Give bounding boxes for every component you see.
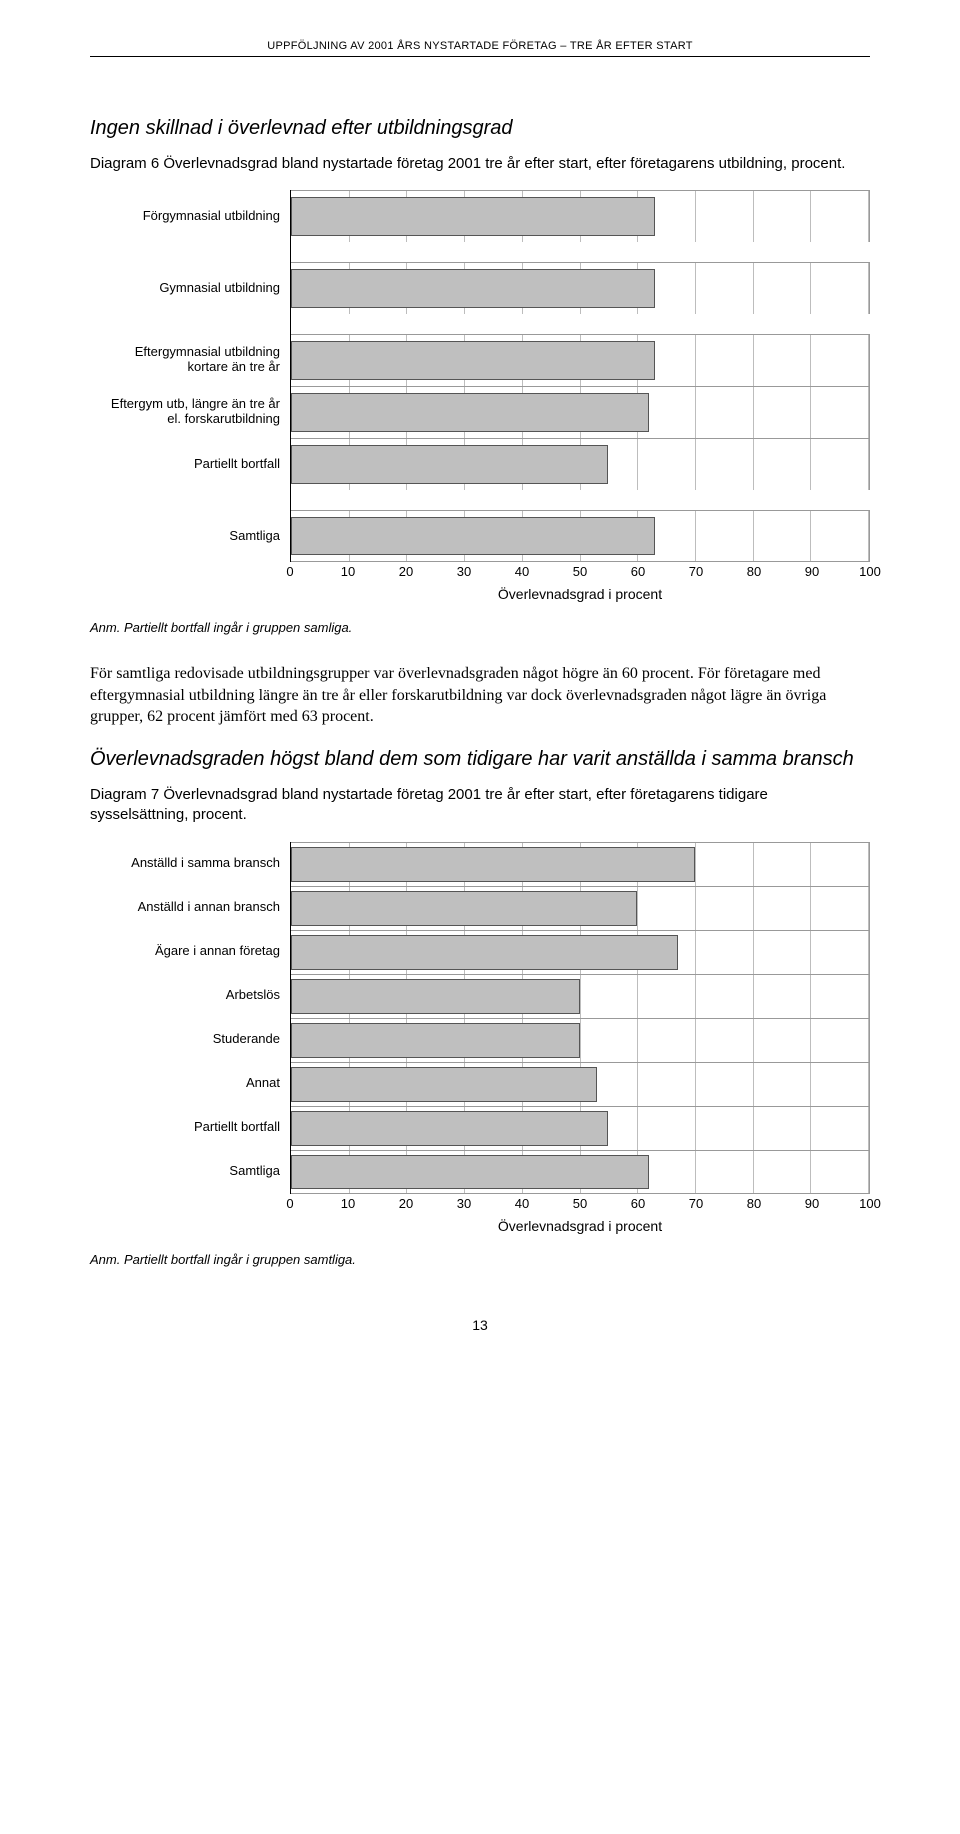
chart-category-label: Partiellt bortfall bbox=[90, 1120, 290, 1135]
chart-category-label: Arbetslös bbox=[90, 988, 290, 1003]
chart-bar bbox=[291, 1023, 580, 1058]
chart-category-label: Studerande bbox=[90, 1032, 290, 1047]
x-tick-label: 10 bbox=[341, 564, 355, 579]
chart-bar bbox=[291, 847, 695, 882]
x-tick-label: 70 bbox=[689, 564, 703, 579]
chart-x-title-row: Överlevnadsgrad i procent bbox=[90, 582, 870, 602]
chart-gap bbox=[90, 242, 870, 262]
chart-row: Samtliga bbox=[90, 510, 870, 562]
chart-gap bbox=[90, 314, 870, 334]
footnote-1: Anm. Partiellt bortfall ingår i gruppen … bbox=[90, 620, 870, 635]
x-tick-label: 90 bbox=[805, 1196, 819, 1211]
x-tick-label: 80 bbox=[747, 564, 761, 579]
chart-row: Anställd i annan bransch bbox=[90, 886, 870, 930]
page-header: UPPFÖLJNING AV 2001 ÅRS NYSTARTADE FÖRET… bbox=[90, 40, 870, 57]
chart-category-label: Eftergymnasial utbildningkortare än tre … bbox=[90, 345, 290, 375]
body-paragraph-1: För samtliga redovisade utbildningsgrupp… bbox=[90, 663, 870, 728]
chart-row: Partiellt bortfall bbox=[90, 1106, 870, 1150]
x-tick-label: 90 bbox=[805, 564, 819, 579]
chart-category-label: Samtliga bbox=[90, 1164, 290, 1179]
chart-x-title: Överlevnadsgrad i procent bbox=[290, 586, 870, 602]
chart-bar bbox=[291, 1111, 608, 1146]
x-tick-label: 10 bbox=[341, 1196, 355, 1211]
chart-employment: Anställd i samma bransch Anställd i annan… bbox=[90, 842, 870, 1234]
section-title-2: Överlevnadsgraden högst bland dem som ti… bbox=[90, 748, 870, 771]
chart-x-title-row: Överlevnadsgrad i procent bbox=[90, 1214, 870, 1234]
x-tick-label: 30 bbox=[457, 1196, 471, 1211]
chart-row: Arbetslös bbox=[90, 974, 870, 1018]
x-tick-label: 70 bbox=[689, 1196, 703, 1211]
chart-category-label: Förgymnasial utbildning bbox=[90, 209, 290, 224]
chart-category-label: Gymnasial utbildning bbox=[90, 281, 290, 296]
chart-category-label: Samtliga bbox=[90, 529, 290, 544]
page-number: 13 bbox=[90, 1317, 870, 1333]
x-tick-label: 100 bbox=[859, 1196, 881, 1211]
x-tick-label: 50 bbox=[573, 564, 587, 579]
x-tick-label: 60 bbox=[631, 564, 645, 579]
chart-bar bbox=[291, 445, 608, 484]
chart-bar bbox=[291, 979, 580, 1014]
diagram-caption-1: Diagram 6 Överlevnadsgrad bland nystarta… bbox=[90, 154, 870, 174]
chart-row: Studerande bbox=[90, 1018, 870, 1062]
x-tick-label: 20 bbox=[399, 1196, 413, 1211]
chart-row: Annat bbox=[90, 1062, 870, 1106]
x-tick-label: 30 bbox=[457, 564, 471, 579]
chart-row: Gymnasial utbildning bbox=[90, 262, 870, 314]
chart-category-label: Annat bbox=[90, 1076, 290, 1091]
chart-bar bbox=[291, 935, 678, 970]
section-title-1: Ingen skillnad i överlevnad efter utbild… bbox=[90, 117, 870, 140]
footnote-2: Anm. Partiellt bortfall ingår i gruppen … bbox=[90, 1252, 870, 1267]
chart-row: Anställd i samma bransch bbox=[90, 842, 870, 886]
chart-row: Ägare i annan företag bbox=[90, 930, 870, 974]
x-tick-label: 0 bbox=[286, 564, 293, 579]
chart-bar bbox=[291, 1067, 597, 1102]
x-tick-label: 40 bbox=[515, 1196, 529, 1211]
x-tick-label: 50 bbox=[573, 1196, 587, 1211]
chart-category-label: Eftergym utb, längre än tre årel. forska… bbox=[90, 397, 290, 427]
chart-x-title: Överlevnadsgrad i procent bbox=[290, 1218, 870, 1234]
chart-gap bbox=[90, 490, 870, 510]
chart-bar bbox=[291, 269, 655, 308]
chart-row: Partiellt bortfall bbox=[90, 438, 870, 490]
chart-row: Eftergymnasial utbildningkortare än tre … bbox=[90, 334, 870, 386]
chart-bar bbox=[291, 341, 655, 380]
chart-bar bbox=[291, 393, 649, 432]
chart-category-label: Ägare i annan företag bbox=[90, 944, 290, 959]
chart-category-label: Partiellt bortfall bbox=[90, 457, 290, 472]
chart-education: Förgymnasial utbildning Gymnasial utbildn… bbox=[90, 190, 870, 602]
chart-category-label: Anställd i annan bransch bbox=[90, 900, 290, 915]
x-tick-label: 80 bbox=[747, 1196, 761, 1211]
chart-row: Förgymnasial utbildning bbox=[90, 190, 870, 242]
diagram-caption-2: Diagram 7 Överlevnadsgrad bland nystarta… bbox=[90, 785, 870, 826]
x-tick-label: 0 bbox=[286, 1196, 293, 1211]
chart-x-axis: 0102030405060708090100 bbox=[90, 1196, 870, 1214]
chart-category-label: Anställd i samma bransch bbox=[90, 856, 290, 871]
chart-row: Eftergym utb, längre än tre årel. forska… bbox=[90, 386, 870, 438]
x-tick-label: 40 bbox=[515, 564, 529, 579]
chart-bar bbox=[291, 1155, 649, 1189]
chart-bar bbox=[291, 891, 637, 926]
chart-bar bbox=[291, 517, 655, 555]
x-tick-label: 100 bbox=[859, 564, 881, 579]
chart-row: Samtliga bbox=[90, 1150, 870, 1194]
x-tick-label: 20 bbox=[399, 564, 413, 579]
chart-x-axis: 0102030405060708090100 bbox=[90, 564, 870, 582]
x-tick-label: 60 bbox=[631, 1196, 645, 1211]
chart-bar bbox=[291, 197, 655, 236]
